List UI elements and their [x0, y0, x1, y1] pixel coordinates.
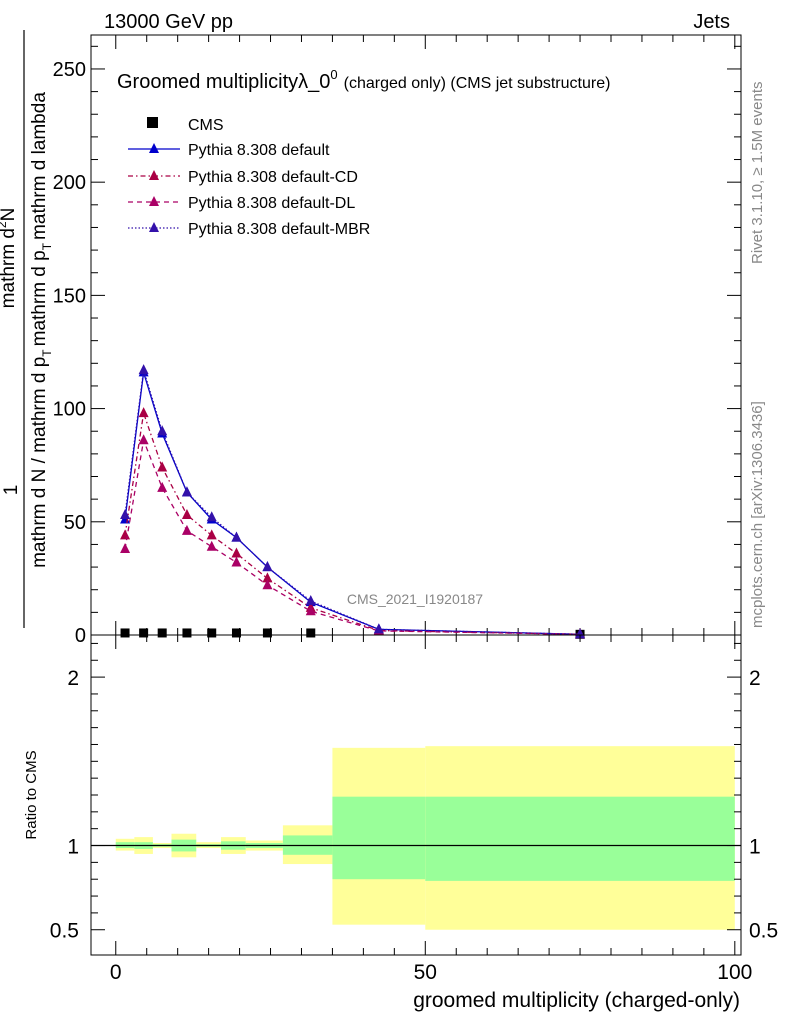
cms-data-point: [207, 628, 217, 638]
ylabel-denominator: mathrm d N / mathrm d pTmathrm d pTmathr…: [29, 92, 54, 568]
ratio-y-label: Ratio to CMS: [23, 750, 40, 839]
ratio-band-green: [425, 796, 735, 881]
title-sub: (charged only) (CMS jet substructure): [344, 75, 611, 92]
series-point: [120, 542, 131, 553]
series-point: [231, 531, 242, 542]
legend-marker-cms: [147, 117, 158, 128]
series-4: [120, 364, 586, 639]
legend-label-default: Pythia 8.308 default: [188, 142, 330, 159]
main-y-ticks: 0 50 100 150 200 250: [53, 45, 741, 647]
series-point: [231, 547, 242, 558]
cms-data-point: [262, 628, 272, 638]
ratio-xtick-label: 0: [110, 961, 122, 984]
series-point: [262, 579, 273, 590]
main-ytick-label: 50: [64, 512, 86, 534]
ratio-panel: 0.5 0.5 1 1 2 2 0 50 100 Ratio to CMS groomed m…: [23, 634, 778, 1012]
series-point: [373, 623, 384, 634]
series-point: [231, 556, 242, 567]
series-line: [124, 437, 581, 635]
ratio-ytick-label-right: 2: [749, 667, 761, 690]
main-ytick-label: 100: [53, 399, 86, 421]
series-point: [181, 524, 192, 535]
title-main: Groomed multiplicityλ_0: [117, 71, 330, 93]
ratio-ytick-label-right: 0.5: [749, 920, 778, 943]
cms-data-point: [157, 628, 167, 638]
series-line: [124, 372, 581, 635]
series-point: [262, 561, 273, 572]
title-sup: 0: [330, 67, 337, 82]
main-frame: [90, 34, 742, 636]
ratio-ytick-label: 0.5: [50, 920, 79, 943]
ratio-band-green: [332, 796, 426, 880]
series-point: [157, 481, 168, 492]
x-axis-label: groomed multiplicity (charged-only): [413, 989, 740, 1012]
legend-label-mbr: Pythia 8.308 default-MBR: [188, 221, 370, 238]
series-point: [575, 628, 586, 639]
series-point: [157, 425, 168, 436]
ratio-y-ticks: 0.5 0.5 1 1 2 2: [50, 642, 778, 943]
series-point: [181, 486, 192, 497]
header-energy: 13000 GeV pp: [104, 11, 233, 33]
ylabel-numerator: mathrm d2N: [0, 208, 19, 309]
legend-marker-dl: [149, 196, 159, 206]
ylabel-one: 1: [1, 485, 22, 496]
legend: CMS Pythia 8.308 default Pythia 8.308 de…: [128, 117, 370, 238]
ratio-bands: [115, 746, 735, 930]
series-point: [305, 605, 316, 616]
cms-data-point: [306, 628, 316, 638]
series-point: [305, 595, 316, 606]
ratio-xtick-label: 50: [414, 961, 437, 984]
main-x-ticks: [115, 35, 736, 635]
main-ytick-label: 0: [75, 625, 86, 647]
cms-data-point: [182, 628, 192, 638]
series-point: [206, 511, 217, 522]
series-point: [138, 407, 149, 418]
legend-label-dl: Pythia 8.308 default-DL: [188, 195, 355, 212]
header-jets: Jets: [693, 11, 730, 33]
main-ytick-label: 200: [53, 172, 86, 194]
series-point: [181, 509, 192, 519]
main-y-label: 1 mathrm d2N mathrm d N / mathrm d pTmat…: [0, 30, 54, 628]
ratio-ytick-label: 2: [67, 667, 79, 690]
series-layer: [120, 364, 586, 639]
ratio-ytick-label: 1: [67, 836, 79, 859]
legend-marker-cd: [149, 170, 159, 180]
mcplots-label: mcplots.cern.ch [arXiv:1306.3436]: [749, 401, 766, 628]
main-ytick-label: 150: [53, 285, 86, 307]
series-point: [120, 509, 131, 519]
legend-label-cms: CMS: [188, 117, 224, 134]
chart-title: Groomed multiplicityλ_00 (charged only) (…: [117, 67, 610, 93]
series-point: [206, 529, 217, 540]
main-ytick-label: 250: [53, 59, 86, 81]
series-point: [157, 461, 168, 472]
cms-data-point: [120, 628, 130, 638]
series-line: [124, 412, 581, 635]
series-point: [138, 364, 149, 375]
legend-marker-default: [149, 143, 159, 153]
series-point: [206, 540, 217, 551]
legend-marker-mbr: [149, 222, 159, 232]
ratio-x-ticks: 0 50 100: [110, 635, 752, 984]
ratio-ytick-label-right: 1: [749, 836, 761, 859]
legend-label-cd: Pythia 8.308 default-CD: [188, 169, 358, 186]
rivet-label: Rivet 3.1.10, ≥ 1.5M events: [749, 82, 766, 265]
series-point: [262, 572, 273, 583]
series-point: [138, 434, 149, 445]
cms-data-point: [139, 628, 149, 638]
ratio-xtick-label: 100: [717, 961, 752, 984]
analysis-watermark: CMS_2021_I1920187: [347, 591, 483, 607]
cms-data-point: [231, 628, 241, 638]
